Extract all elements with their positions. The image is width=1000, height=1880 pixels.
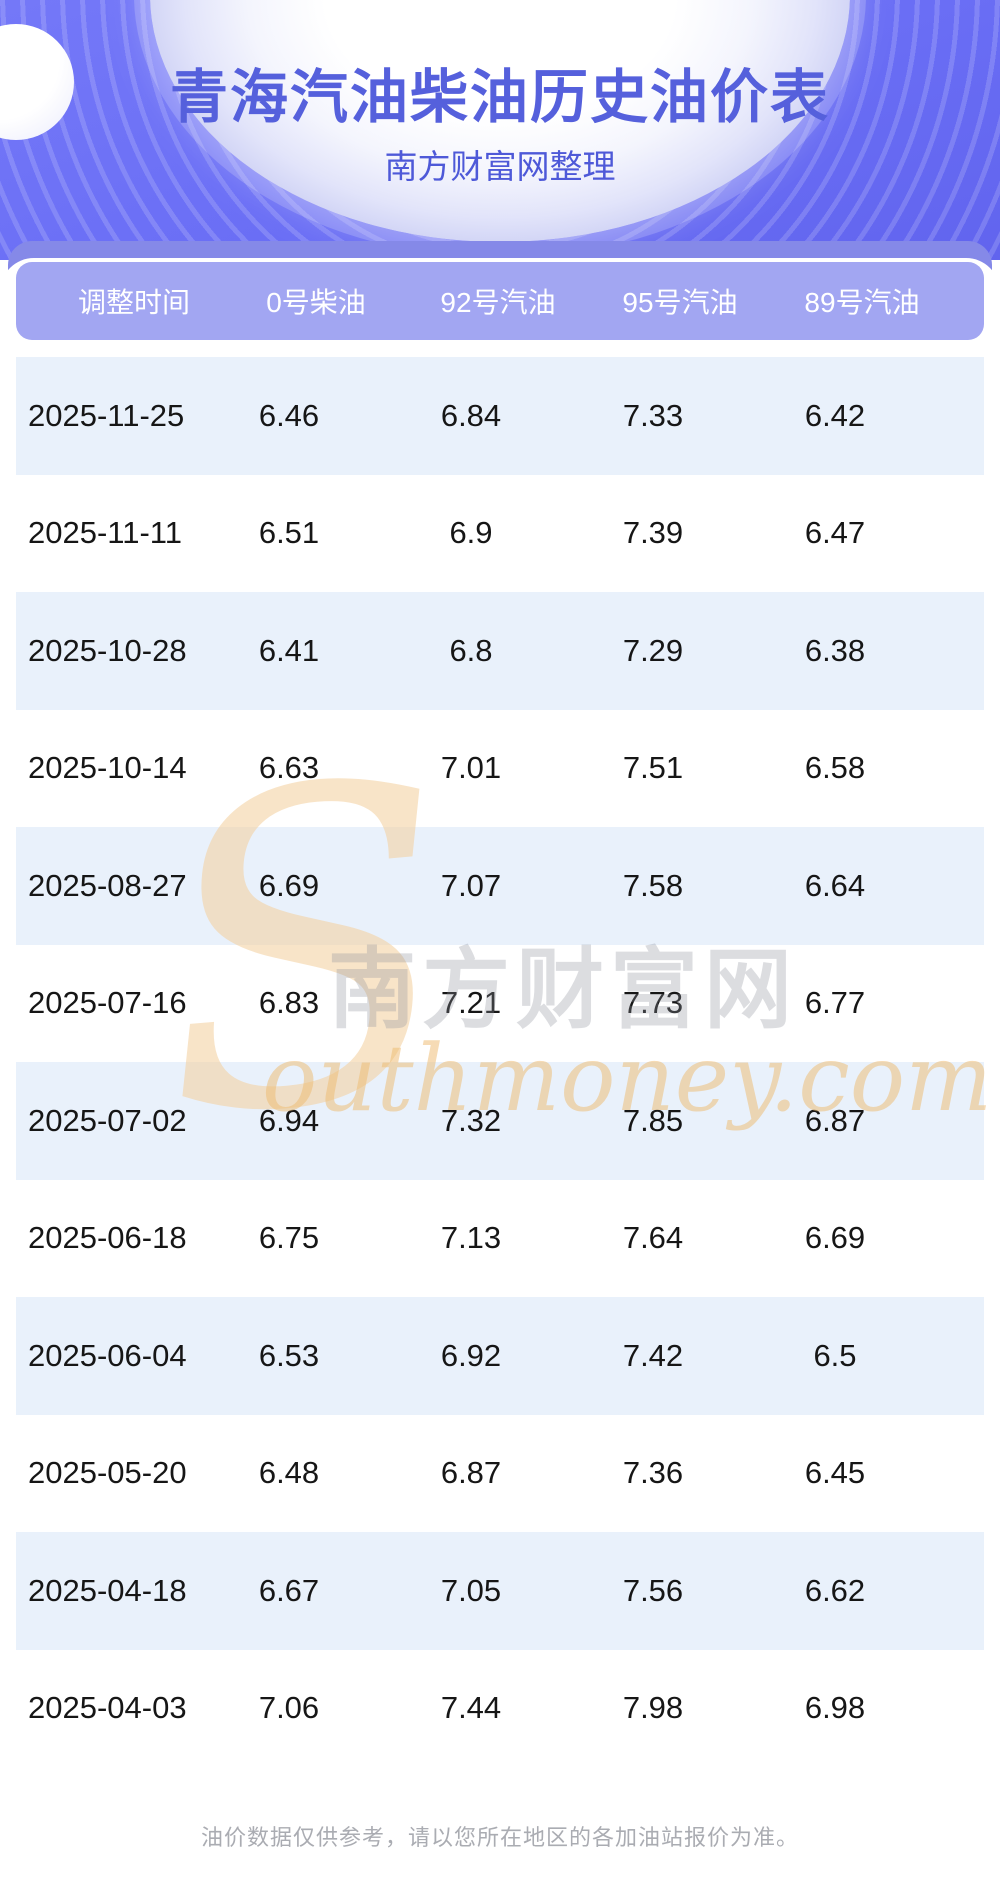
table-row: 2025-04-03 7.06 7.44 7.98 6.98 — [16, 1649, 984, 1767]
price-cell: 7.73 — [622, 985, 684, 1021]
date-cell: 2025-11-25 — [28, 397, 185, 433]
price-cell: 6.67 — [258, 1572, 320, 1608]
price-cell: 6.62 — [804, 1572, 866, 1608]
price-cell: 6.69 — [258, 867, 320, 903]
date-cell: 2025-05-20 — [28, 1455, 187, 1491]
column-header: 89号汽油 — [804, 287, 920, 318]
price-cell: 7.85 — [622, 1102, 684, 1138]
price-cell: 7.33 — [622, 397, 684, 433]
price-cell: 6.9 — [449, 515, 493, 551]
price-cell: 6.69 — [804, 1220, 866, 1256]
price-cell: 6.63 — [258, 750, 320, 786]
table-row: 2025-07-02 6.94 7.32 7.85 6.87 — [16, 1062, 984, 1180]
price-cell: 6.94 — [258, 1102, 320, 1138]
price-cell: 6.41 — [258, 632, 320, 668]
price-cell: 7.21 — [440, 985, 502, 1021]
price-cell: 7.64 — [622, 1220, 684, 1256]
table-row: 2025-07-16 6.83 7.21 7.73 6.77 — [16, 944, 984, 1062]
table-body: 2025-11-25 6.46 6.84 7.33 6.42 2025-11-11 6.51… — [16, 357, 984, 1767]
table-row: 2025-06-18 6.75 7.13 7.64 6.69 — [16, 1179, 984, 1297]
price-cell: 7.98 — [622, 1690, 684, 1726]
table-header-row: 调整时间 0号柴油 92号汽油 95号汽油 89号汽油 — [16, 262, 984, 340]
table-row: 2025-11-25 6.46 6.84 7.33 6.42 — [16, 357, 984, 475]
date-cell: 2025-07-16 — [28, 985, 187, 1021]
price-table-card: 调整时间 0号柴油 92号汽油 95号汽油 89号汽油 2025-11-25 6.46 6.… — [0, 258, 1000, 1880]
price-cell: 7.13 — [440, 1220, 502, 1256]
date-cell: 2025-06-18 — [28, 1220, 187, 1256]
price-cell: 7.36 — [622, 1455, 684, 1491]
page-title: 青海汽油柴油历史油价表 — [169, 65, 830, 130]
price-cell: 6.64 — [804, 867, 866, 903]
price-cell: 6.47 — [804, 515, 866, 551]
price-cell: 7.06 — [258, 1690, 320, 1726]
date-cell: 2025-11-11 — [28, 515, 182, 551]
price-cell: 6.5 — [813, 1337, 857, 1373]
price-cell: 6.92 — [440, 1337, 502, 1373]
hero-banner: 青海汽油柴油历史油价表 南方财富网整理 — [0, 0, 1000, 260]
table-row: 2025-11-11 6.51 6.9 7.39 6.47 — [16, 474, 984, 592]
date-cell: 2025-10-28 — [28, 632, 187, 668]
date-cell: 2025-04-03 — [28, 1690, 187, 1726]
date-cell: 2025-04-18 — [28, 1572, 187, 1608]
price-cell: 6.42 — [804, 397, 866, 433]
table-row: 2025-10-28 6.41 6.8 7.29 6.38 — [16, 592, 984, 710]
page-subtitle: 南方财富网整理 — [384, 148, 616, 185]
price-cell: 6.8 — [449, 632, 493, 668]
column-header: 0号柴油 — [266, 287, 366, 318]
column-header: 92号汽油 — [440, 287, 556, 318]
table-row: 2025-06-04 6.53 6.92 7.42 6.5 — [16, 1297, 984, 1415]
price-cell: 6.58 — [804, 750, 866, 786]
price-cell: 6.87 — [440, 1455, 502, 1491]
price-cell: 7.44 — [440, 1690, 502, 1726]
price-cell: 7.01 — [440, 750, 502, 786]
price-cell: 7.29 — [622, 632, 684, 668]
price-cell: 6.46 — [258, 397, 320, 433]
date-cell: 2025-08-27 — [28, 867, 187, 903]
table-row: 2025-05-20 6.48 6.87 7.36 6.45 — [16, 1414, 984, 1532]
price-cell: 7.07 — [440, 867, 502, 903]
date-cell: 2025-06-04 — [28, 1337, 187, 1373]
table-row: 2025-08-27 6.69 7.07 7.58 6.64 — [16, 827, 984, 945]
price-cell: 6.75 — [258, 1220, 320, 1256]
price-cell: 7.05 — [440, 1572, 502, 1608]
price-cell: 6.77 — [804, 985, 866, 1021]
date-cell: 2025-10-14 — [28, 750, 187, 786]
price-cell: 6.87 — [804, 1102, 866, 1138]
price-cell: 7.56 — [622, 1572, 684, 1608]
date-cell: 2025-07-02 — [28, 1102, 187, 1138]
price-cell: 7.39 — [622, 515, 684, 551]
price-cell: 7.32 — [440, 1102, 502, 1138]
column-header: 调整时间 — [77, 287, 190, 318]
table-row: 2025-04-18 6.67 7.05 7.56 6.62 — [16, 1532, 984, 1650]
price-cell: 6.53 — [258, 1337, 320, 1373]
price-cell: 7.58 — [622, 867, 684, 903]
footer-disclaimer: 油价数据仅供参考，请以您所在地区的各加油站报价为准。 — [200, 1825, 799, 1850]
price-cell: 6.48 — [258, 1455, 320, 1491]
price-cell: 6.38 — [804, 632, 866, 668]
price-cell: 6.84 — [440, 397, 502, 433]
column-header: 95号汽油 — [622, 287, 738, 318]
table-row: 2025-10-14 6.63 7.01 7.51 6.58 — [16, 709, 984, 827]
price-cell: 6.51 — [258, 515, 320, 551]
price-cell: 6.98 — [804, 1690, 866, 1726]
price-cell: 7.42 — [622, 1337, 684, 1373]
price-cell: 6.83 — [258, 985, 320, 1021]
price-cell: 7.51 — [622, 750, 684, 786]
price-cell: 6.45 — [804, 1455, 866, 1491]
